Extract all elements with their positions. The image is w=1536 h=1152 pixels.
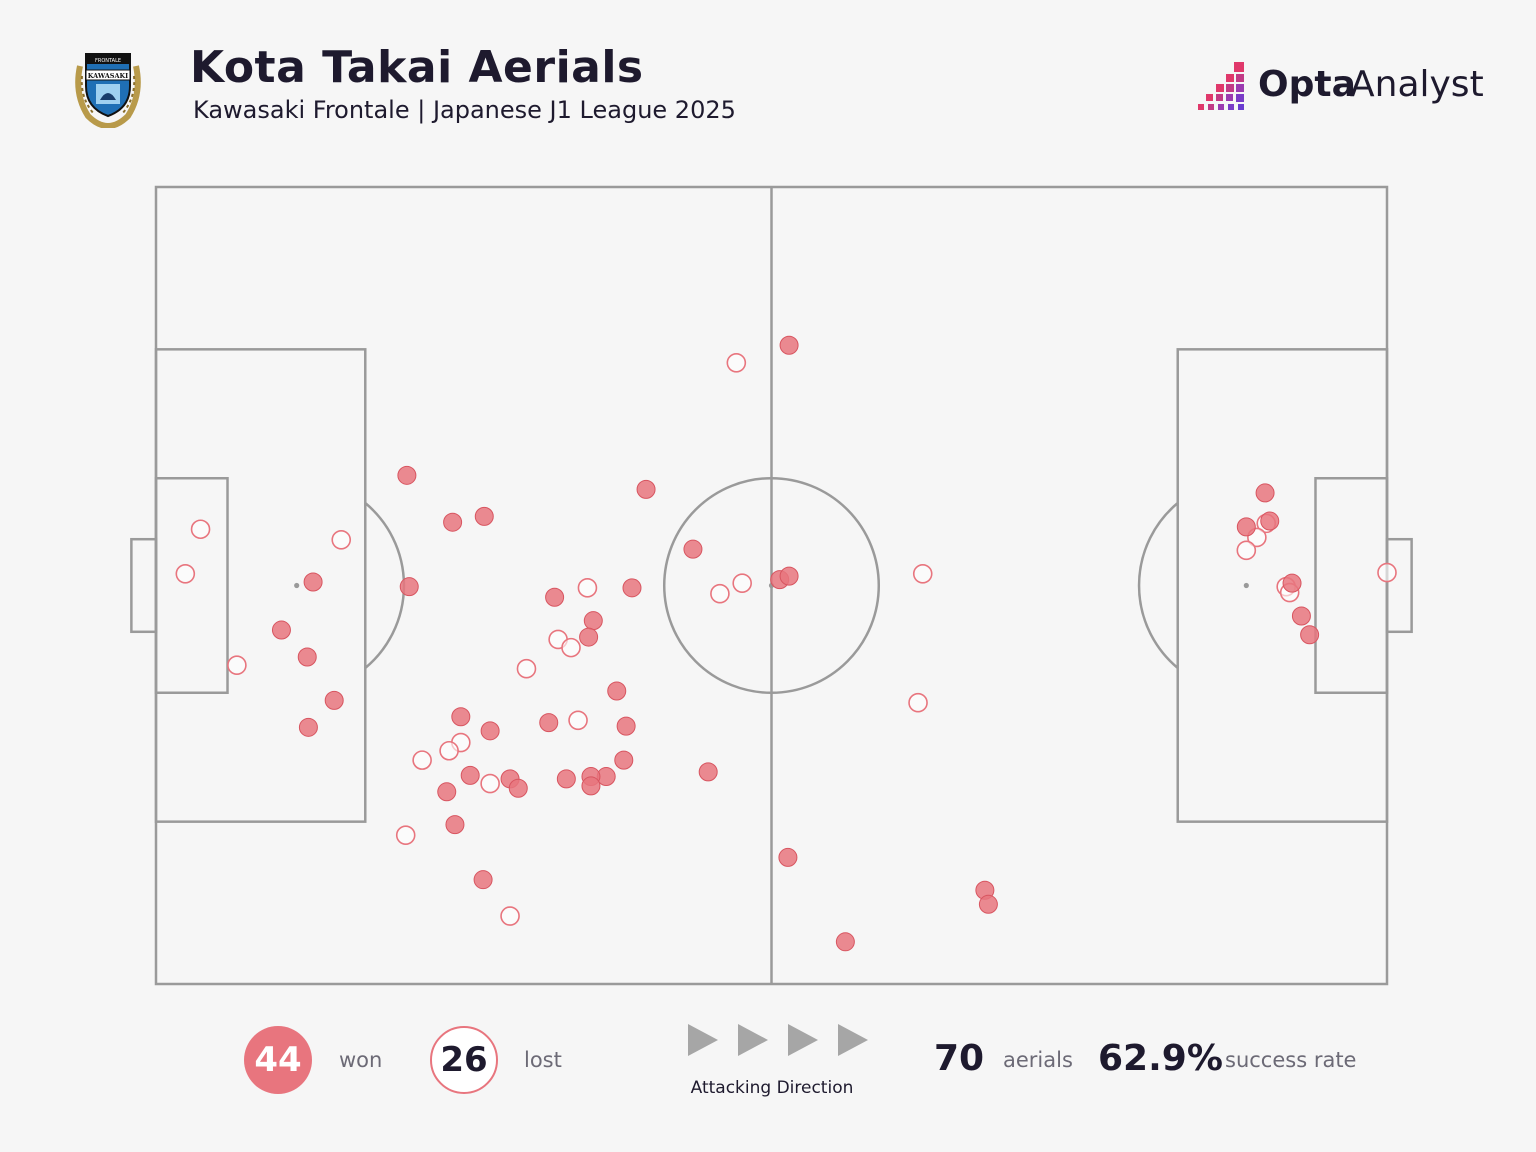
aerial-lost-point — [732, 573, 752, 593]
attacking-direction-arrows-icon — [688, 1024, 868, 1056]
aerial-won-point — [1282, 573, 1302, 593]
aerial-won-point — [445, 815, 465, 835]
lost-label: lost — [524, 1048, 562, 1072]
aerial-lost-point — [912, 563, 933, 584]
success-rate-label: success rate — [1225, 1048, 1357, 1072]
right-goal — [1385, 537, 1413, 634]
aerial-won-point — [397, 465, 417, 485]
aerial-won-point — [556, 769, 576, 789]
aerial-lost-point — [331, 529, 352, 550]
aerial-won-point — [399, 577, 419, 597]
total-aerials-value: 70 — [934, 1038, 985, 1079]
aerial-won-point — [779, 566, 799, 586]
aerial-lost-point — [710, 583, 730, 604]
aerial-won-point — [978, 894, 998, 914]
aerial-won-point — [480, 721, 500, 741]
aerial-won-point — [581, 776, 601, 796]
brand-name-bold: Opta — [1258, 64, 1356, 105]
aerial-lost-point — [480, 773, 500, 794]
crest-top-text: FRONTALE — [95, 58, 121, 64]
aerial-lost-point — [1377, 562, 1397, 583]
aerial-won-point — [683, 539, 703, 559]
right-penalty-arc — [1137, 502, 1179, 669]
aerial-won-point — [778, 847, 798, 867]
won-count-badge: 44 — [244, 1026, 312, 1094]
left-six-yard-box — [154, 477, 229, 694]
aerial-won-point — [636, 479, 656, 499]
aerial-won-point — [545, 587, 565, 607]
page-title: Kota Takai Aerials — [190, 42, 644, 93]
aerial-won-point — [607, 681, 627, 701]
aerial-won-point — [1300, 625, 1320, 645]
attacking-direction-label: Attacking Direction — [690, 1078, 854, 1098]
aerial-won-point — [835, 932, 855, 952]
aerial-lost-point — [568, 710, 588, 731]
crest-main-text: KAWASAKI — [88, 72, 128, 80]
aerial-lost-point — [227, 655, 247, 676]
aerial-won-point — [779, 335, 799, 355]
aerial-won-point — [614, 750, 634, 770]
aerial-lost-point — [908, 692, 928, 713]
club-crest-icon: FRONTALE KAWASAKI — [75, 53, 141, 128]
aerial-won-point — [622, 578, 642, 598]
aerial-lost-point — [726, 353, 747, 373]
aerial-won-point — [1260, 511, 1280, 531]
aerial-lost-point — [175, 563, 196, 584]
aerial-won-point — [474, 506, 494, 526]
pitch-markings — [130, 185, 1413, 986]
won-label: won — [339, 1048, 383, 1072]
brand-name-light: Analyst — [1350, 64, 1484, 105]
left-penalty-area — [154, 348, 367, 823]
right-penalty-spot — [1243, 582, 1249, 589]
total-aerials-label: aerials — [1003, 1048, 1073, 1072]
aerial-points — [175, 335, 1397, 952]
aerial-won-point — [324, 690, 344, 710]
lost-count-badge: 26 — [430, 1026, 498, 1094]
brand-logo: Opta Analyst — [1196, 58, 1486, 118]
aerial-lost-point — [190, 519, 211, 540]
aerial-won-point — [1255, 483, 1275, 503]
aerial-lost-point — [395, 825, 416, 845]
aerial-lost-point — [500, 906, 520, 926]
left-goal — [130, 537, 158, 634]
aerial-won-point — [508, 778, 528, 798]
aerial-won-point — [271, 620, 291, 640]
aerial-lost-point — [412, 750, 432, 770]
aerial-won-point — [303, 572, 323, 592]
page-subtitle: Kawasaki Frontale | Japanese J1 League 2… — [193, 96, 736, 124]
success-rate-value: 62.9% — [1098, 1038, 1223, 1079]
aerial-won-point — [460, 765, 480, 785]
aerial-won-point — [451, 707, 471, 727]
aerial-lost-point — [439, 740, 459, 761]
aerial-won-point — [698, 762, 718, 782]
aerial-won-point — [437, 782, 457, 802]
opta-logo-icon — [1198, 62, 1244, 110]
aerial-won-point — [579, 627, 599, 647]
aerial-won-point — [1291, 606, 1311, 626]
aerial-won-point — [473, 870, 493, 890]
aerial-lost-point — [577, 578, 598, 598]
left-penalty-spot — [294, 582, 300, 589]
aerial-won-point — [583, 611, 603, 631]
aerial-won-point — [1236, 517, 1256, 537]
left-penalty-arc — [364, 502, 406, 669]
aerial-lost-point — [516, 658, 537, 679]
aerial-won-point — [443, 512, 463, 532]
centre-circle — [662, 476, 881, 695]
aerial-won-point — [297, 647, 317, 667]
aerial-lost-point — [1236, 540, 1257, 561]
aerial-won-point — [539, 713, 559, 733]
right-six-yard-box — [1314, 477, 1389, 694]
aerial-won-point — [298, 717, 318, 737]
aerial-won-point — [616, 716, 636, 736]
aerial-lost-point — [561, 637, 581, 658]
